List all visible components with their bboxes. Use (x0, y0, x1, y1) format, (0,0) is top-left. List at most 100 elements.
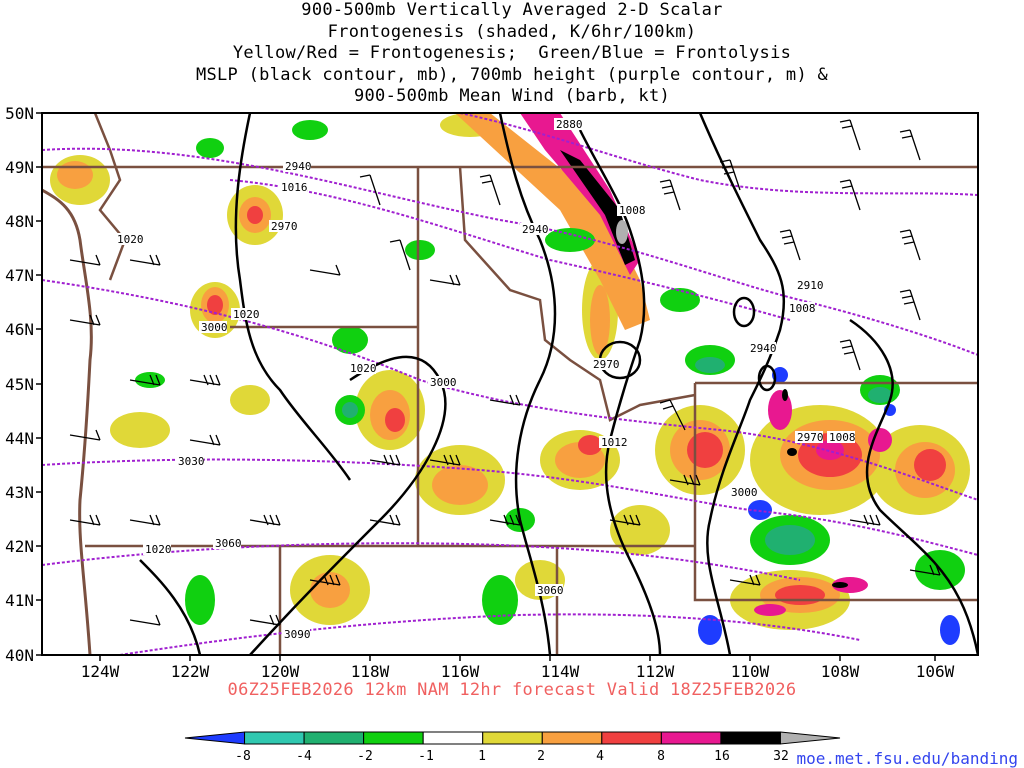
wind-barb (839, 119, 861, 151)
wind-barb (779, 229, 801, 261)
wind-barb (389, 239, 411, 271)
lon-label: 124W (81, 662, 120, 681)
height-label: 2940 (750, 342, 777, 355)
wind-barb (189, 374, 221, 386)
latitude-labels: 50N 49N 48N 47N 46N 45N 44N 43N 42N 41N … (5, 104, 34, 665)
wind-barb (69, 514, 101, 526)
height-label: 3060 (215, 537, 242, 550)
wind-barb (429, 274, 461, 286)
mslp-label: 1008 (829, 431, 856, 444)
colorbar-label: 2 (537, 749, 545, 764)
wind-barb (839, 339, 861, 371)
wind-barb (69, 314, 101, 326)
mslp-contours (139, 113, 978, 655)
lat-label: 40N (5, 646, 34, 665)
colorbar-swatch (422, 731, 484, 745)
colorbar-label: 1 (478, 749, 486, 764)
height-label: 2880 (556, 118, 583, 131)
map-title: 900-500mb Vertically Averaged 2-D Scalar… (0, 0, 1024, 108)
height-contours (42, 113, 978, 655)
colorbar (184, 731, 841, 745)
height-label: 3060 (537, 584, 564, 597)
mslp-label: 1012 (601, 436, 628, 449)
lon-label: 110W (731, 662, 770, 681)
wind-barb (489, 394, 521, 406)
frontolysis-weak-shading (135, 120, 965, 625)
colorbar-swatch (720, 731, 781, 745)
colorbar-label: -2 (357, 749, 373, 764)
colorbar-label: 4 (596, 749, 604, 764)
wind-barb (659, 399, 686, 431)
lon-label: 114W (541, 662, 580, 681)
wind-barb (189, 434, 221, 446)
colorbar-swatch (482, 731, 543, 745)
colorbar-label: -4 (296, 749, 312, 764)
forecast-valid-line: 06Z25FEB2026 12km NAM 12hr forecast Vali… (227, 680, 797, 700)
lat-label: 49N (5, 158, 34, 177)
lon-label: 112W (636, 662, 675, 681)
wind-barb (69, 254, 101, 266)
height-label: 3000 (430, 376, 457, 389)
lon-label: 108W (821, 662, 860, 681)
height-label: 2970 (593, 358, 620, 371)
height-label: 2940 (285, 160, 312, 173)
wind-barb (609, 514, 641, 526)
colorbar-labels: -8 -4 -2 -1 1 2 4 8 16 32 (235, 749, 789, 764)
wind-barb (489, 514, 521, 526)
map-overlays (42, 113, 978, 655)
contour-labels: 2880 2940 1016 2970 2940 1020 1008 1020 … (115, 118, 856, 641)
wind-barbs (69, 119, 941, 626)
lat-label: 42N (5, 537, 34, 556)
lon-label: 118W (351, 662, 390, 681)
lat-label: 44N (5, 429, 34, 448)
wind-barb (369, 454, 401, 466)
lat-label: 43N (5, 483, 34, 502)
height-label: 2970 (271, 220, 298, 233)
credit-link[interactable]: moe.met.fsu.edu/banding (796, 749, 1018, 768)
title-line-5: 900-500mb Mean Wind (barb, kt) (353, 86, 671, 106)
latitude-ticks (36, 112, 42, 656)
wind-barb (479, 174, 501, 206)
lon-label: 106W (916, 662, 955, 681)
lat-label: 48N (5, 212, 34, 231)
longitude-labels: 124W 122W 120W 118W 116W 114W 112W 110W … (81, 662, 955, 681)
lat-label: 45N (5, 375, 34, 394)
wind-barb (359, 174, 381, 206)
wind-barb (719, 159, 741, 191)
lon-label: 116W (441, 662, 480, 681)
wind-barb (129, 614, 161, 626)
frontogenesis-weak-shading (50, 113, 970, 630)
height-label: 2910 (797, 279, 824, 292)
lat-label: 47N (5, 266, 34, 285)
coastline (42, 188, 93, 655)
colorbar-label: -1 (418, 749, 434, 764)
height-label: 2970 (797, 431, 824, 444)
wind-barb (309, 264, 341, 276)
height-label: 3000 (731, 486, 758, 499)
wind-barb (899, 129, 921, 161)
title-line-4: MSLP (black contour, mb), 700mb height (… (195, 64, 829, 85)
state-borders (42, 165, 978, 655)
mslp-label: 1020 (145, 543, 172, 556)
colorbar-label: -8 (235, 749, 251, 764)
mslp-label: 1008 (789, 302, 816, 315)
mslp-label: 1020 (117, 233, 144, 246)
height-label: 3030 (178, 455, 205, 468)
lat-label: 41N (5, 591, 34, 610)
lat-label: 46N (5, 320, 34, 339)
frontolysis-strong-shading (698, 367, 960, 645)
wind-barb (369, 514, 401, 526)
colorbar-swatch (779, 731, 841, 745)
wind-barb (249, 514, 281, 526)
colorbar-swatch (303, 731, 365, 745)
mslp-label: 1016 (281, 181, 308, 194)
lat-label: 50N (5, 104, 34, 123)
wind-barb (309, 574, 341, 586)
colorbar-swatch (660, 731, 722, 745)
wind-barb (659, 179, 681, 211)
colorbar-swatch (541, 731, 603, 745)
wind-barb (669, 474, 701, 486)
height-label: 2940 (522, 223, 549, 236)
height-label: 3090 (284, 628, 311, 641)
colorbar-swatch (363, 731, 424, 745)
